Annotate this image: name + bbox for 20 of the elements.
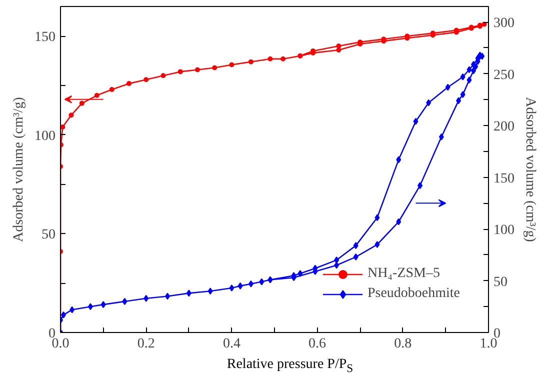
legend-label: NH₄-ZSM–5 <box>367 266 440 282</box>
y-tick-label: 150 <box>34 30 56 46</box>
x-tick-label: 0.4 <box>222 336 240 352</box>
y2-tick-label: 50 <box>494 274 508 290</box>
y-tick-label: 50 <box>42 228 56 243</box>
legend-label: Pseudoboehmite <box>367 286 460 302</box>
x-tick-label: 0.2 <box>137 336 155 352</box>
y2-tick-label: 250 <box>494 68 514 83</box>
y-axis-title: Adsorbed volume (cm³/g) <box>12 96 26 242</box>
x-tick-label: 0.6 <box>308 336 326 352</box>
y2-axis-title: Adsorbed volume (cm³/g) <box>522 97 538 242</box>
x-axis-title: Relative pressure P/P$_{S}$ <box>226 356 354 377</box>
y2-tick-label: 100 <box>494 223 514 238</box>
y2-tick-label: 200 <box>494 120 514 135</box>
y-tick-label: 100 <box>34 128 56 144</box>
y2-tick-label: 150 <box>494 171 514 186</box>
x-tick-label: 0.0 <box>52 336 70 352</box>
x-tick-label: 1.0 <box>480 336 498 352</box>
x-tick-label: 0.8 <box>394 336 412 352</box>
y2-tick-label: 300 <box>494 16 514 32</box>
